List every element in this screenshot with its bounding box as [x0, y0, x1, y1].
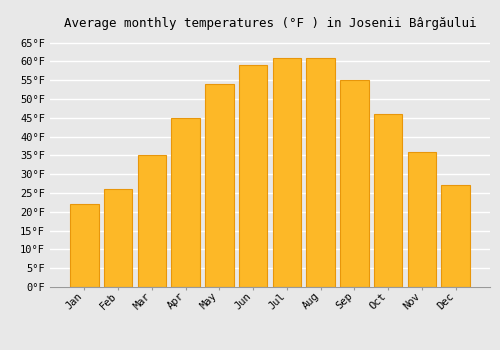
Bar [104, 189, 132, 287]
Bar [442, 186, 470, 287]
Bar [172, 118, 200, 287]
Bar [340, 80, 368, 287]
Bar [272, 57, 301, 287]
Bar [239, 65, 268, 287]
Title: Average monthly temperatures (°F ) in Josenii Bârgăului: Average monthly temperatures (°F ) in Jo… [64, 17, 476, 30]
Bar [70, 204, 98, 287]
Bar [306, 57, 335, 287]
Bar [205, 84, 234, 287]
Bar [374, 114, 402, 287]
Bar [408, 152, 436, 287]
Bar [138, 155, 166, 287]
